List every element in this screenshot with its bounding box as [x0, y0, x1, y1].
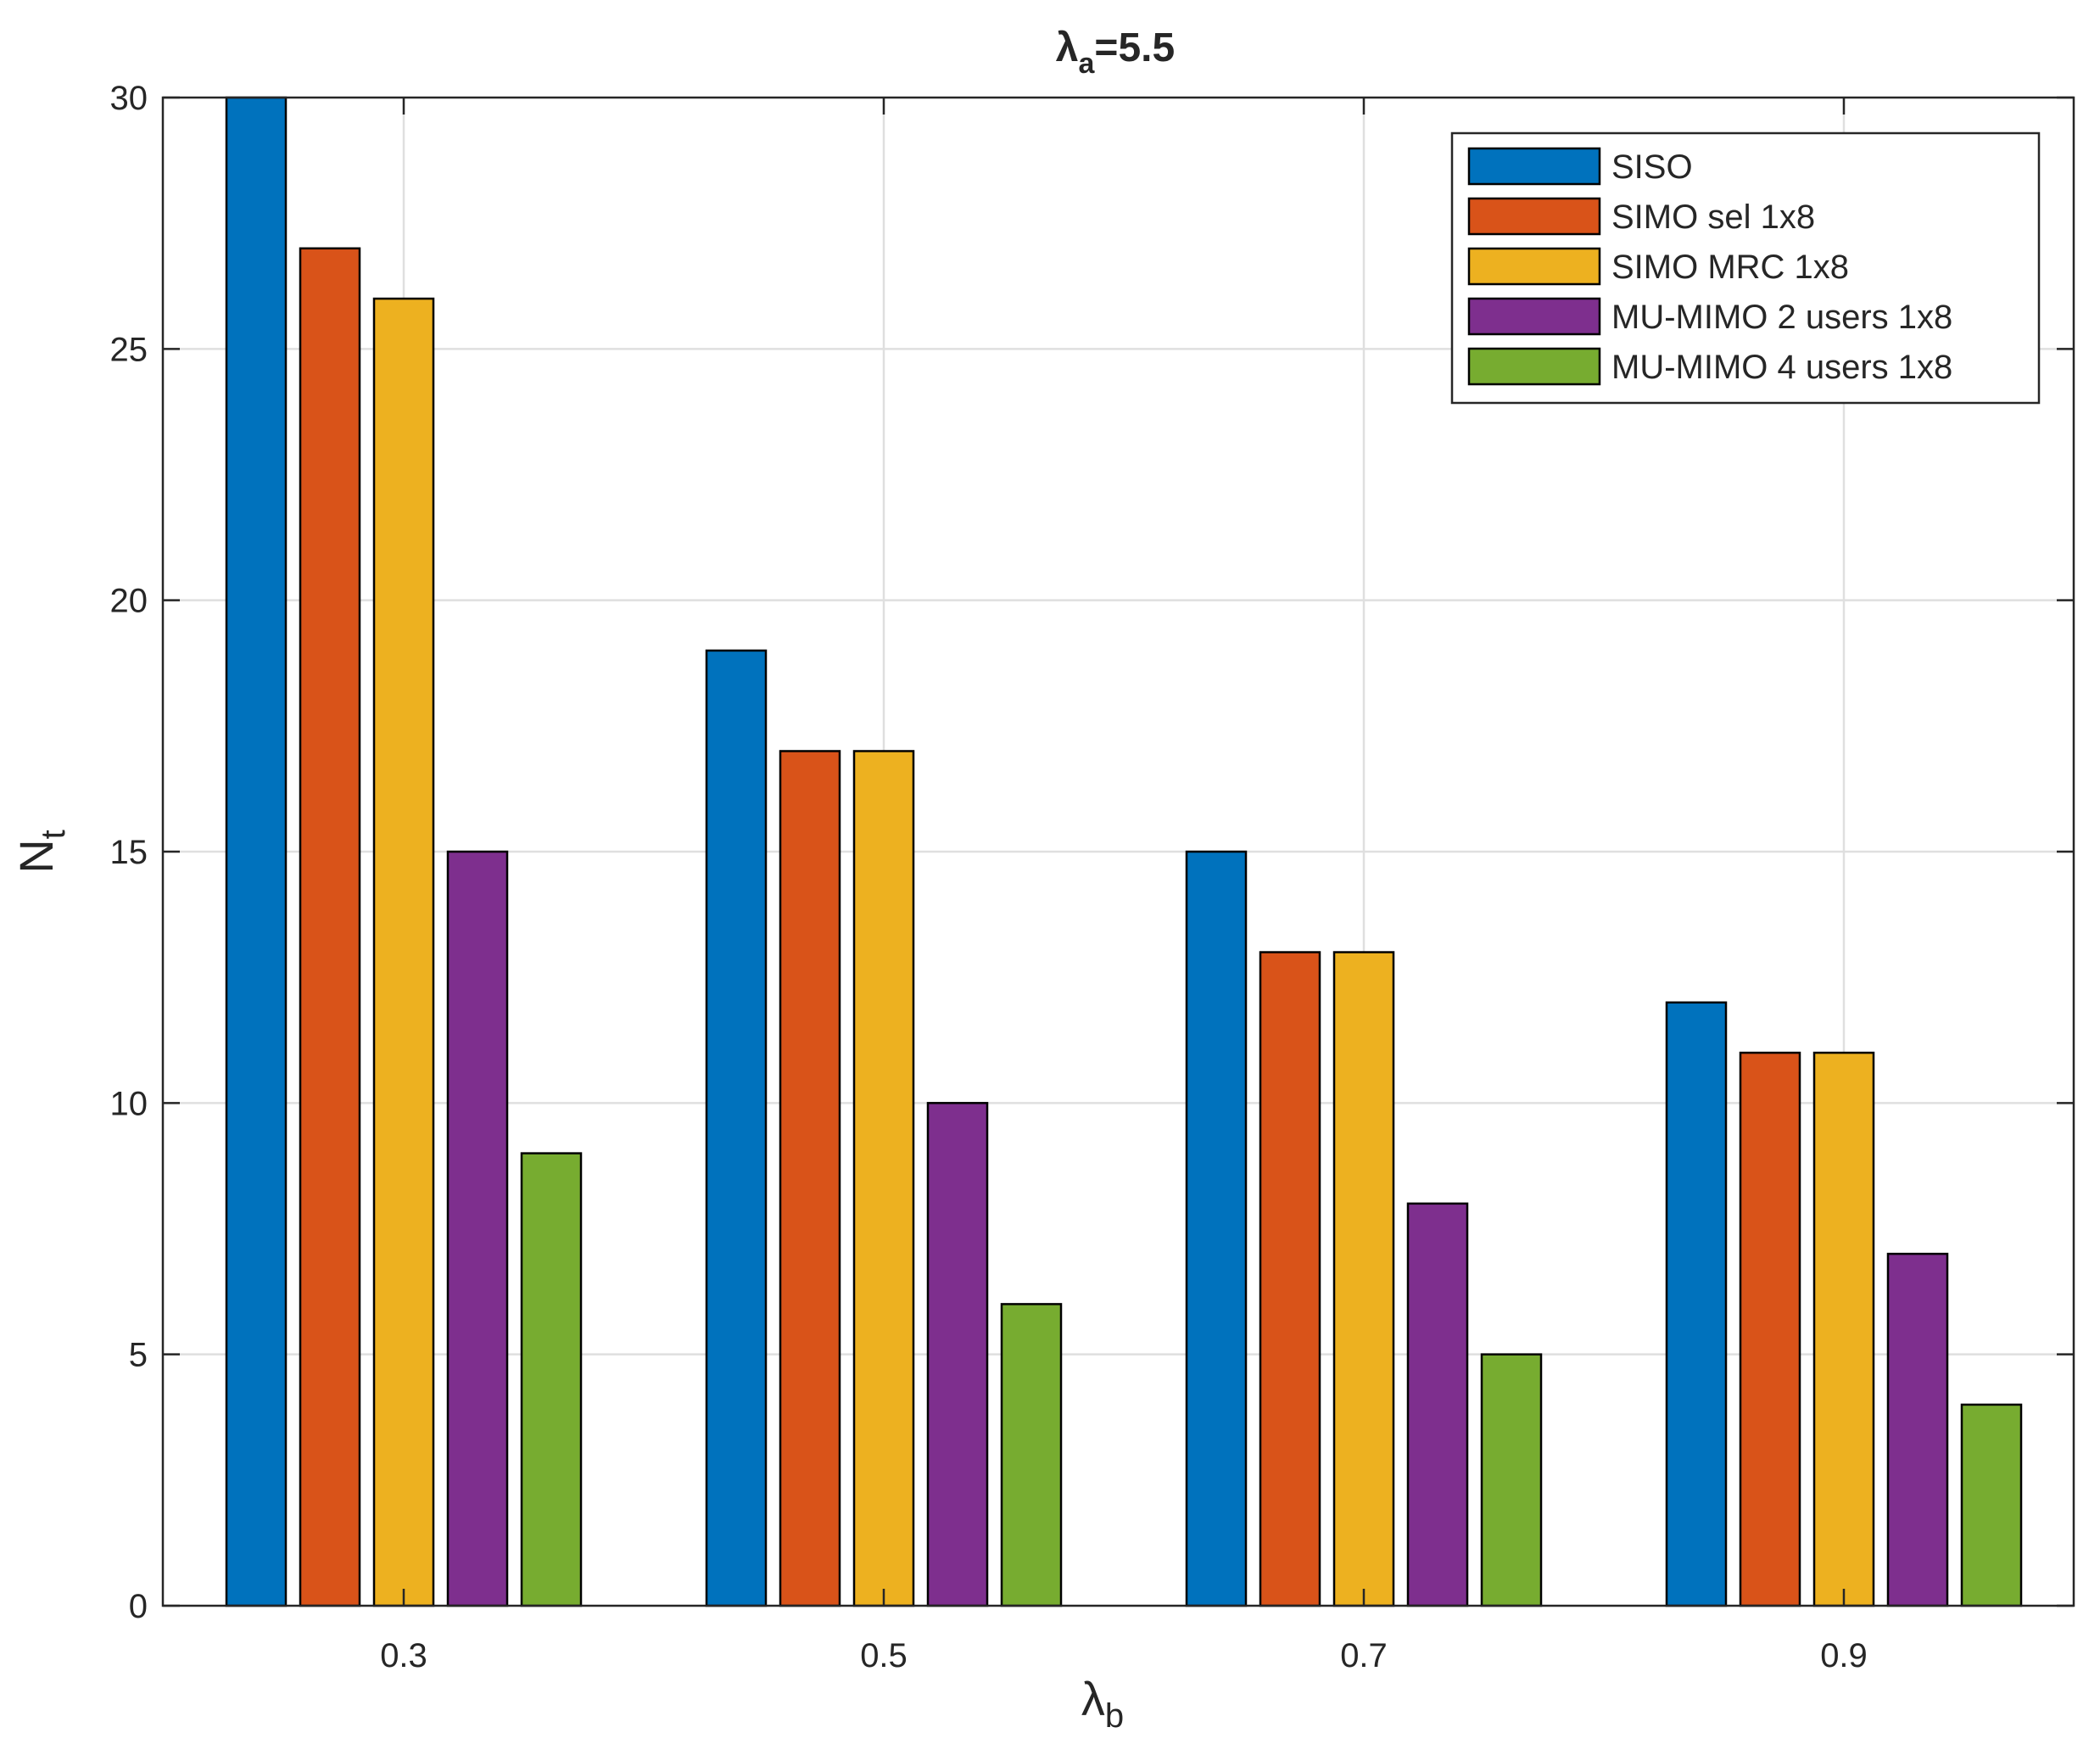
legend-label: MU-MIMO 2 users 1x8	[1611, 299, 1952, 336]
bar-simo-sel-1x8-0-9	[1739, 1051, 1801, 1607]
bar-mu-mimo-4-users-1x8-0-7	[1480, 1353, 1543, 1607]
bar-simo-sel-1x8-0-7	[1259, 951, 1321, 1607]
legend-swatch	[1467, 297, 1601, 336]
legend-label: SIMO sel 1x8	[1611, 198, 1815, 236]
bar-mu-mimo-4-users-1x8-0-9	[1960, 1403, 2023, 1607]
legend-label: SIMO MRC 1x8	[1611, 249, 1849, 286]
x-axis-label: λb	[1081, 1672, 1124, 1735]
bar-mu-mimo-2-users-1x8-0-3	[446, 850, 509, 1607]
legend-label: SISO	[1611, 148, 1693, 186]
y-tick-label: 0	[129, 1588, 148, 1625]
y-tick-label: 30	[110, 80, 148, 117]
y-tick-labels: 0 5 10 15 20 25 30	[110, 80, 148, 1625]
legend-swatch	[1467, 247, 1601, 286]
y-tick-label: 20	[110, 583, 148, 620]
bar-mu-mimo-4-users-1x8-0-5	[1000, 1303, 1063, 1607]
bar-simo-mrc-1x8-0-3	[372, 297, 435, 1607]
legend-items: SISO SIMO sel 1x8 SIMO MRC 1x8 MU-MIMO 2 us…	[1467, 147, 1952, 386]
x-axis-label-symbol: λ	[1081, 1672, 1105, 1725]
y-tick-label: 5	[129, 1337, 148, 1374]
y-axis-label-symbol: N	[9, 839, 63, 873]
legend-swatch	[1467, 347, 1601, 386]
bar-simo-mrc-1x8-0-5	[852, 750, 915, 1607]
bar-mu-mimo-4-users-1x8-0-3	[520, 1152, 583, 1607]
bar-simo-sel-1x8-0-5	[779, 750, 841, 1607]
legend: SISO SIMO sel 1x8 SIMO MRC 1x8 MU-MIMO 2 us…	[1450, 131, 2041, 405]
y-axis-label-subscript: t	[35, 830, 72, 839]
bar-siso-0-9	[1665, 1001, 1728, 1607]
chart-title-suffix: =5.5	[1094, 25, 1175, 70]
bar-siso-0-5	[705, 649, 768, 1607]
x-tick-label: 0.9	[1820, 1637, 1868, 1674]
bar-simo-mrc-1x8-0-9	[1812, 1051, 1875, 1607]
x-tick-label: 0.7	[1340, 1637, 1388, 1674]
x-tick-label: 0.5	[860, 1637, 908, 1674]
chart-title-symbol: λ	[1056, 25, 1079, 70]
bar-siso-0-3	[225, 96, 288, 1607]
y-tick-label: 15	[110, 834, 148, 871]
bar-mu-mimo-2-users-1x8-0-9	[1886, 1252, 1949, 1607]
y-tick-label: 25	[110, 331, 148, 368]
bar-simo-mrc-1x8-0-7	[1332, 951, 1395, 1607]
legend-swatch	[1467, 197, 1601, 236]
y-tick-label: 10	[110, 1085, 148, 1122]
x-tick-label: 0.3	[380, 1637, 427, 1674]
tick-layer	[163, 96, 2074, 1607]
bar-mu-mimo-2-users-1x8-0-7	[1406, 1202, 1469, 1607]
bar-siso-0-7	[1185, 850, 1248, 1607]
chart-title-subscript: a	[1079, 48, 1096, 80]
bar-layer	[225, 96, 2023, 1607]
x-tick-labels: 0.3 0.5 0.7 0.9	[380, 1637, 1868, 1674]
chart-title: λa=5.5	[1056, 25, 1175, 80]
legend-swatch	[1467, 147, 1601, 186]
y-axis-label: Nt	[9, 830, 72, 874]
legend-label: MU-MIMO 4 users 1x8	[1611, 349, 1952, 386]
bar-simo-sel-1x8-0-3	[299, 247, 361, 1607]
bar-mu-mimo-2-users-1x8-0-5	[926, 1102, 989, 1607]
x-axis-label-subscript: b	[1105, 1697, 1124, 1735]
